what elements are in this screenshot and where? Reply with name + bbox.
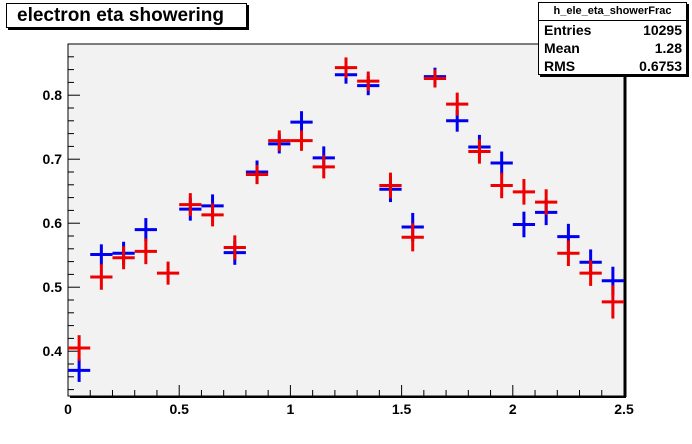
- x-tick-label: 0.5: [169, 401, 189, 417]
- blue-data-point: [134, 218, 157, 242]
- stats-value: 0.6753: [639, 58, 682, 74]
- stats-box: h_ele_eta_showerFrac Entries 10295 Mean …: [538, 2, 687, 75]
- y-tick-label: 0.5: [43, 279, 63, 295]
- red-data-point: [112, 246, 135, 270]
- stats-row-rms: RMS 0.6753: [539, 57, 686, 75]
- chart-title: electron eta showering: [6, 3, 247, 28]
- red-data-point: [179, 193, 202, 217]
- red-data-point: [579, 260, 602, 286]
- blue-data-point: [512, 211, 536, 238]
- red-data-point: [245, 164, 269, 185]
- red-data-point: [512, 179, 536, 205]
- stats-row-entries: Entries 10295: [539, 21, 686, 39]
- red-data-point: [535, 189, 558, 215]
- stats-histogram-name: h_ele_eta_showerFrac: [539, 3, 686, 21]
- x-tick-label: 2: [509, 401, 517, 417]
- red-data-point: [401, 223, 424, 252]
- stats-label: Entries: [544, 22, 592, 38]
- stats-label: RMS: [544, 58, 576, 74]
- y-tick-label: 0.4: [43, 343, 63, 359]
- red-data-point: [446, 92, 469, 116]
- x-tick-label: 0: [64, 401, 72, 417]
- red-data-point: [557, 240, 580, 267]
- red-data-point: [290, 130, 313, 151]
- red-data-point: [90, 264, 113, 290]
- blue-data-point: [290, 111, 313, 133]
- red-data-point: [223, 235, 246, 260]
- red-data-point: [134, 238, 157, 265]
- y-tick-label: 0.6: [43, 215, 63, 231]
- axes: 0 0.5 1 1.5 2 2.5 0.4 0.5 0.6 0.7 0.8: [43, 43, 634, 417]
- data-marks: [68, 57, 624, 382]
- red-data-point: [490, 172, 513, 199]
- y-tick-label: 0.8: [43, 87, 63, 103]
- x-tick-label: 1.5: [392, 401, 412, 417]
- x-tick-label: 2.5: [614, 401, 634, 417]
- blue-data-point: [90, 244, 113, 265]
- red-data-point: [68, 335, 91, 361]
- plot-frame: [67, 43, 625, 397]
- red-data-point: [312, 155, 335, 179]
- blue-data-point: [490, 151, 513, 175]
- red-data-point: [156, 261, 180, 285]
- stats-value: 1.28: [654, 40, 682, 56]
- y-tick-label: 0.7: [43, 151, 63, 167]
- stats-label: Mean: [544, 40, 580, 56]
- blue-data-point: [68, 358, 91, 382]
- red-data-point: [379, 172, 402, 199]
- red-data-point: [357, 71, 380, 91]
- x-tick-label: 1: [287, 401, 295, 417]
- stats-row-mean: Mean 1.28: [539, 39, 686, 57]
- red-data-point: [268, 130, 291, 151]
- red-data-point: [601, 285, 624, 319]
- red-data-point: [423, 69, 447, 88]
- stats-value: 10295: [643, 22, 682, 38]
- red-data-point: [201, 203, 224, 227]
- red-data-point: [334, 57, 358, 78]
- red-data-point: [468, 139, 491, 164]
